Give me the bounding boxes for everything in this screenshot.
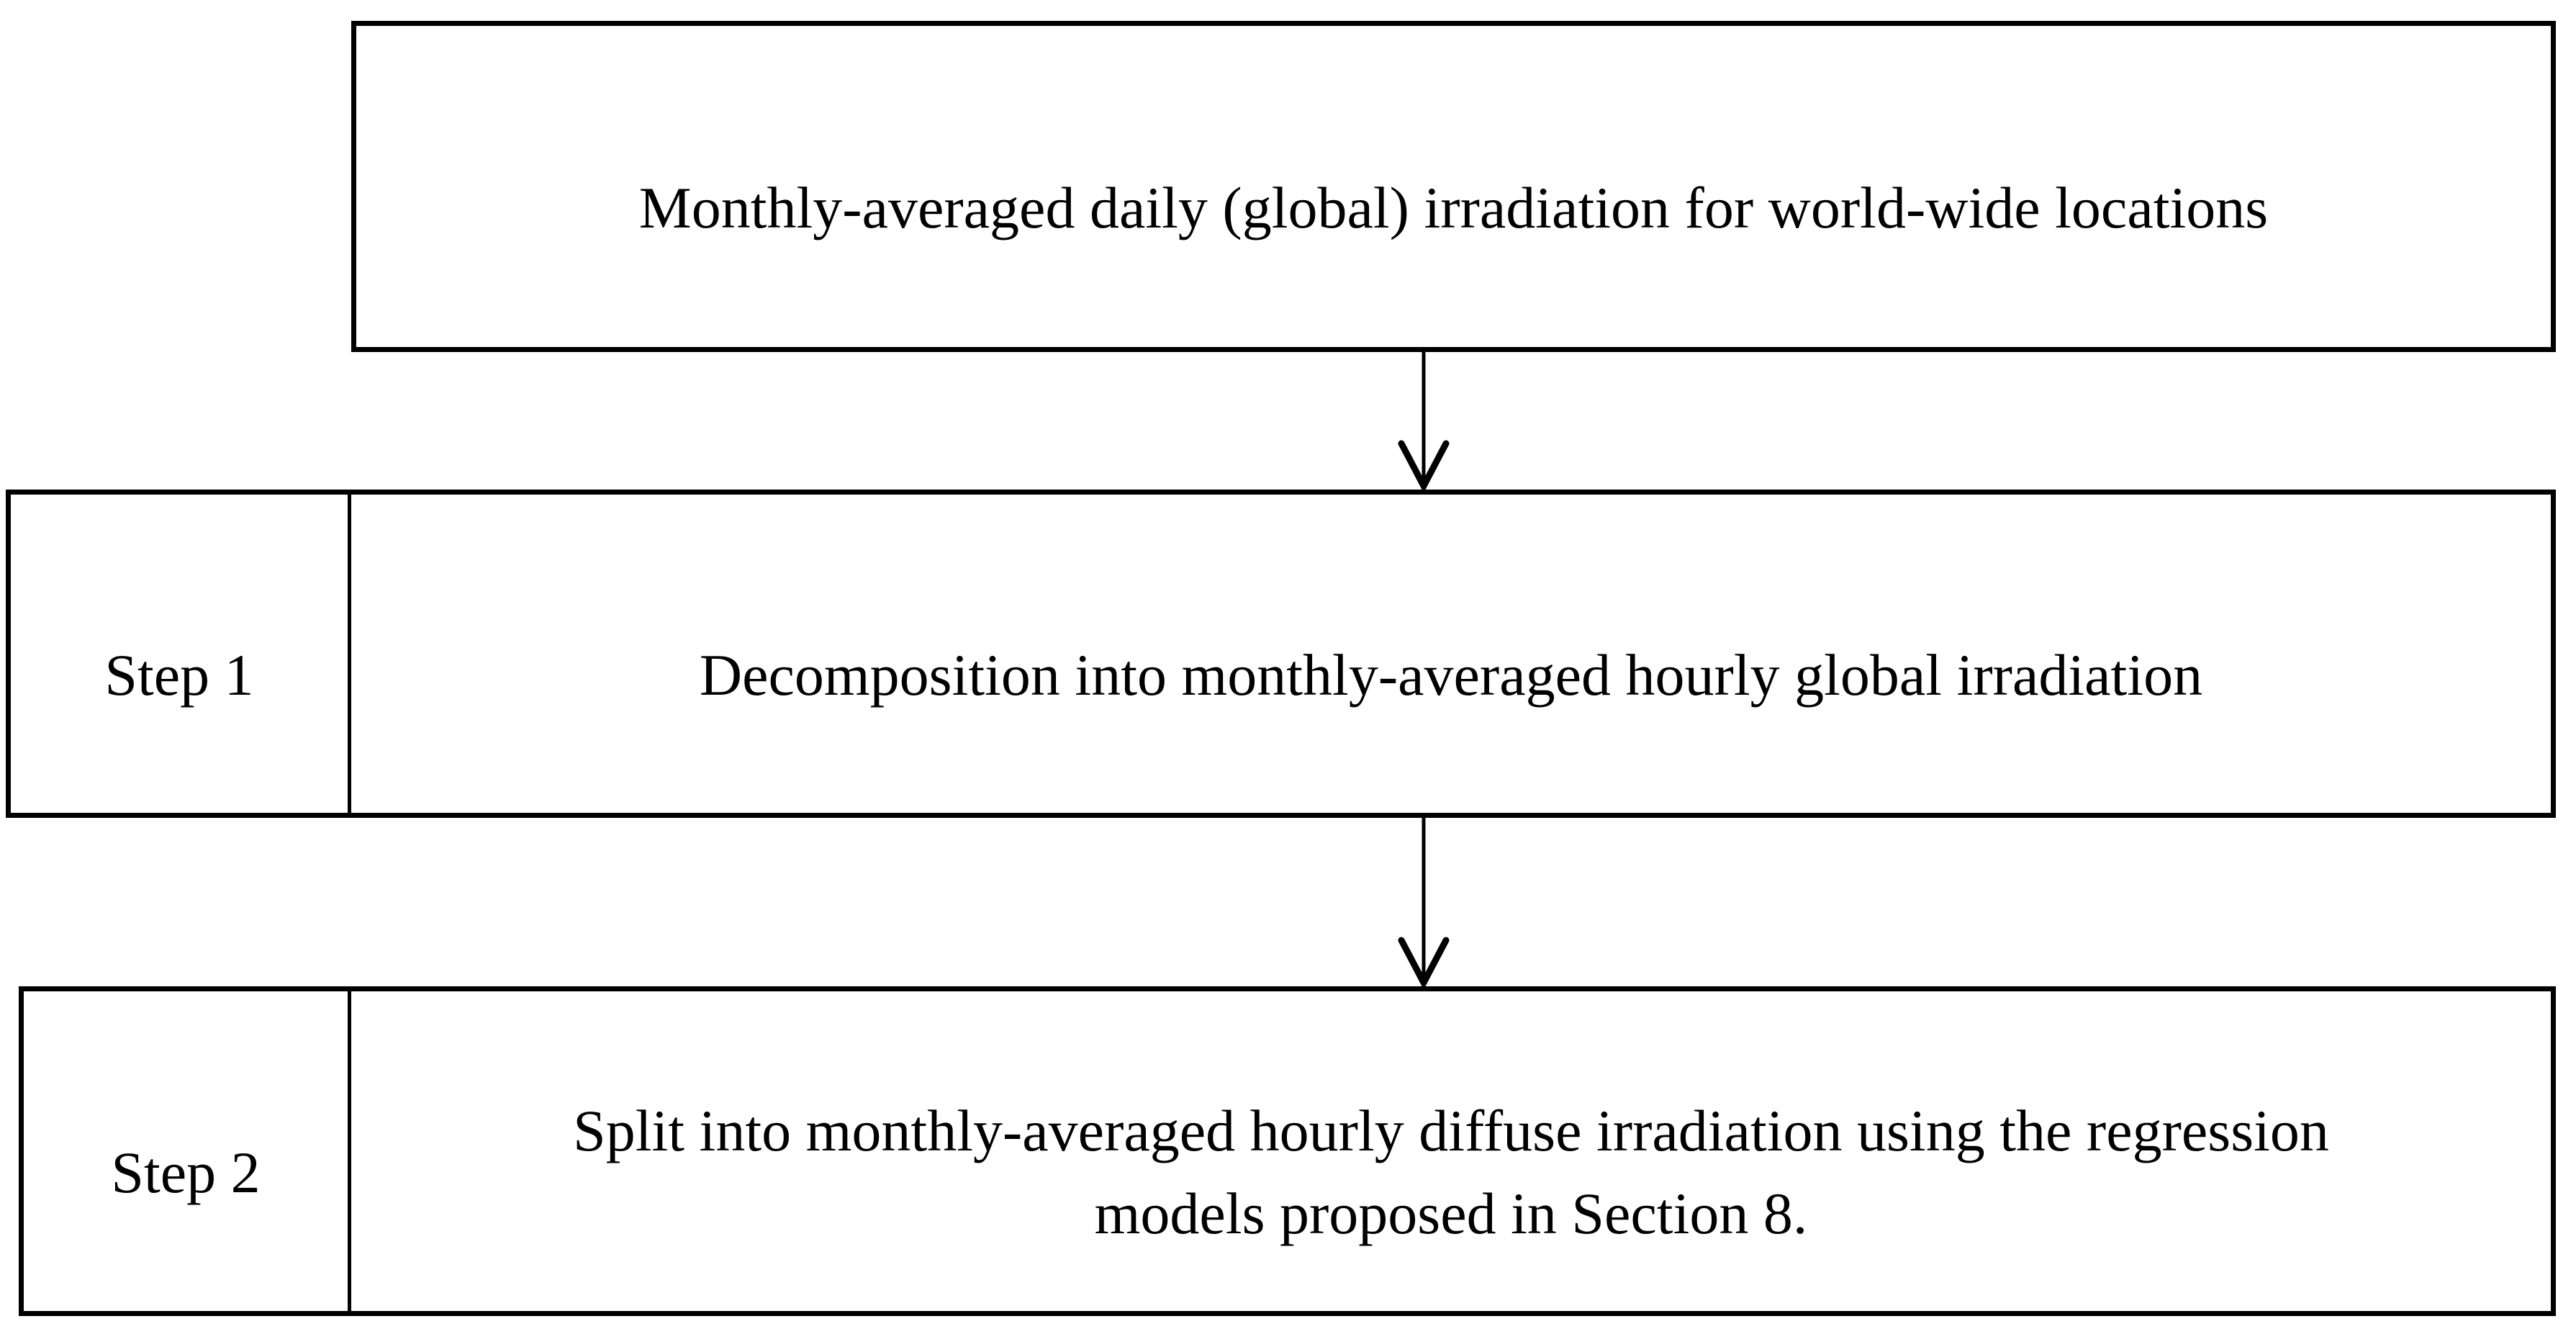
step2-content-cell: Split into monthly-averaged hourly diffu… [351, 991, 2551, 1311]
step2-content-line-1: Split into monthly-averaged hourly diffu… [573, 1098, 2329, 1164]
step2-row: Step 2 Split into monthly-averaged hourl… [19, 986, 2556, 1316]
step1-content-text: Decomposition into monthly-averaged hour… [699, 641, 2203, 708]
top-box-text: Monthly-averaged daily (global) irradiat… [638, 174, 2269, 240]
step2-label-cell: Step 2 [24, 991, 351, 1311]
down-arrow-icon [1398, 352, 1450, 490]
arrow-head [1398, 440, 1450, 490]
top-box: Monthly-averaged daily (global) irradiat… [351, 21, 2556, 352]
down-arrow-icon [1398, 818, 1450, 986]
arrow-head [1398, 937, 1450, 986]
step2-label: Step 2 [111, 1139, 261, 1205]
step1-row: Step 1 Decomposition into monthly-averag… [6, 490, 2556, 818]
step1-label: Step 1 [104, 641, 254, 708]
top-box-text-cell: Monthly-averaged daily (global) irradiat… [356, 26, 2551, 347]
step2-content-line-2: models proposed in Section 8. [1094, 1181, 1808, 1246]
step2-content-text: Split into monthly-averaged hourly diffu… [573, 1090, 2329, 1256]
step1-content-cell: Decomposition into monthly-averaged hour… [351, 495, 2551, 813]
step1-label-cell: Step 1 [11, 495, 351, 813]
